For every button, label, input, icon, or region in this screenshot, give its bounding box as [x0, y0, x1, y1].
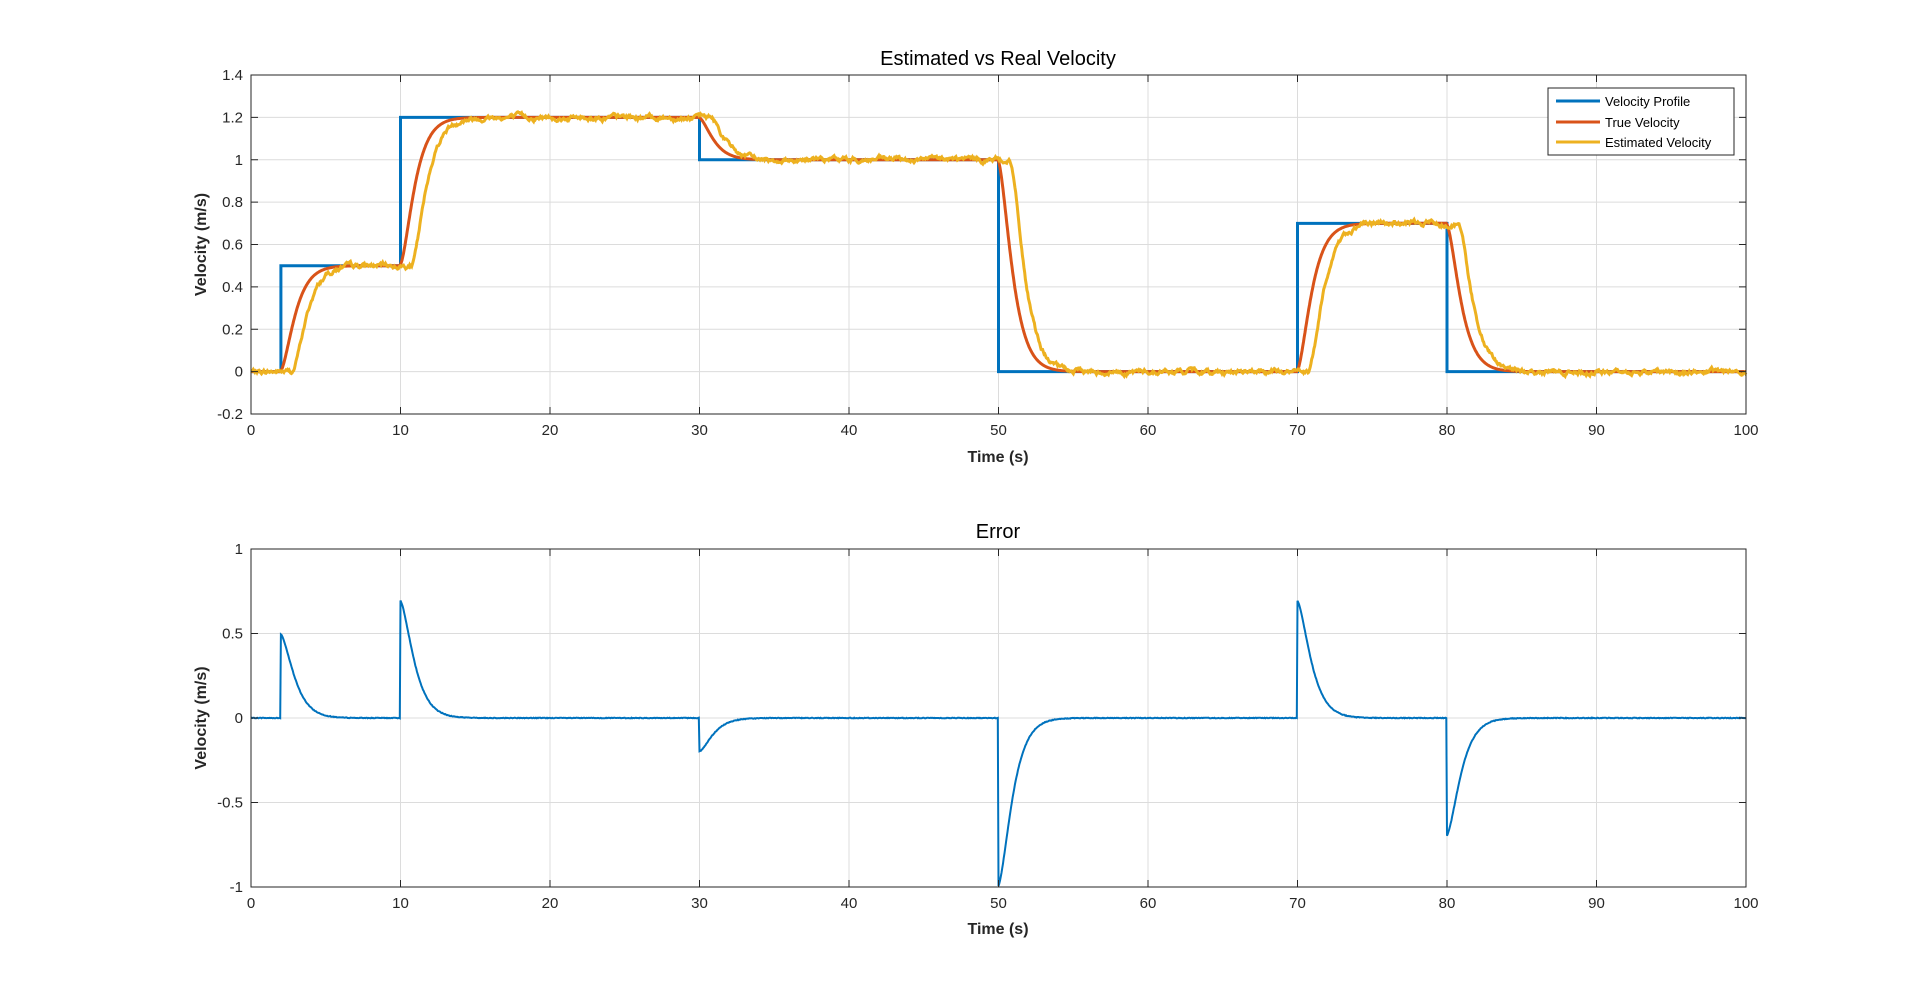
x-tick-label: 0	[247, 895, 255, 912]
x-tick-label: 30	[691, 422, 708, 439]
x-tick-label: 10	[392, 422, 409, 439]
velocity-y-axis-label: Velocity (m/s)	[193, 193, 210, 296]
y-tick-label: 1.2	[222, 109, 243, 126]
x-tick-label: 20	[542, 422, 559, 439]
velocity-chart-title: Estimated vs Real Velocity	[880, 48, 1116, 70]
error-y-axis-label: Velocity (m/s)	[193, 666, 210, 769]
velocity-ticks: 0 10 20 30 40 50 60 70 80 90 100-0.200.20.40.60.81…	[217, 67, 1758, 439]
error-ticks: 0 10 20 30 40 50 60 70 80 90 100 -1 -0.5 0 0.5 1	[217, 541, 1758, 912]
x-tick-label: 0	[247, 422, 255, 439]
error-x-axis-label: Time (s)	[967, 921, 1028, 938]
x-tick-label: 90	[1588, 422, 1605, 439]
y-tick-label: 1	[235, 152, 243, 169]
x-tick-label: 40	[841, 895, 858, 912]
legend-label-estimated-velocity: Estimated Velocity	[1605, 135, 1712, 150]
x-tick-label: 50	[990, 422, 1007, 439]
error-chart-title: Error	[976, 521, 1021, 543]
y-tick-label: 0.6	[222, 237, 243, 254]
y-tick-label: 0.4	[222, 279, 243, 296]
legend-label-velocity-profile: Velocity Profile	[1605, 94, 1690, 109]
x-tick-label: 70	[1289, 422, 1306, 439]
y-tick-label: -1	[230, 879, 243, 896]
x-tick-label: 10	[392, 895, 409, 912]
x-tick-label: 60	[1140, 895, 1157, 912]
y-tick-label: 0.5	[222, 626, 243, 643]
y-tick-label: -0.5	[217, 795, 243, 812]
y-tick-label: 1.4	[222, 67, 243, 84]
x-tick-label: 100	[1733, 895, 1758, 912]
y-tick-label: 0.8	[222, 194, 243, 211]
y-tick-label: 0	[235, 364, 243, 381]
x-tick-label: 80	[1439, 895, 1456, 912]
y-tick-label: 0	[235, 710, 243, 727]
legend-label-true-velocity: True Velocity	[1605, 115, 1680, 130]
x-tick-label: 40	[841, 422, 858, 439]
velocity-x-axis-label: Time (s)	[967, 449, 1028, 466]
x-tick-label: 20	[542, 895, 559, 912]
x-tick-label: 100	[1733, 422, 1758, 439]
x-tick-label: 80	[1439, 422, 1456, 439]
y-tick-label: 1	[235, 541, 243, 558]
legend: Velocity Profile True Velocity Estimated…	[1547, 87, 1735, 156]
y-tick-label: 0.2	[222, 321, 243, 338]
x-tick-label: 30	[691, 895, 708, 912]
x-tick-label: 90	[1588, 895, 1605, 912]
x-tick-label: 50	[990, 895, 1007, 912]
velocity-chart: 0 10 20 30 40 50 60 70 80 90 100-0.200.20.40.60.81…	[193, 48, 1759, 466]
y-tick-label: -0.2	[217, 406, 243, 423]
error-chart: 0 10 20 30 40 50 60 70 80 90 100-1-0.500.51 Error …	[193, 521, 1759, 938]
velocity-series-lines	[250, 109, 1748, 380]
x-tick-label: 60	[1140, 422, 1157, 439]
series-estimated-velocity	[250, 109, 1748, 380]
x-tick-label: 70	[1289, 895, 1306, 912]
